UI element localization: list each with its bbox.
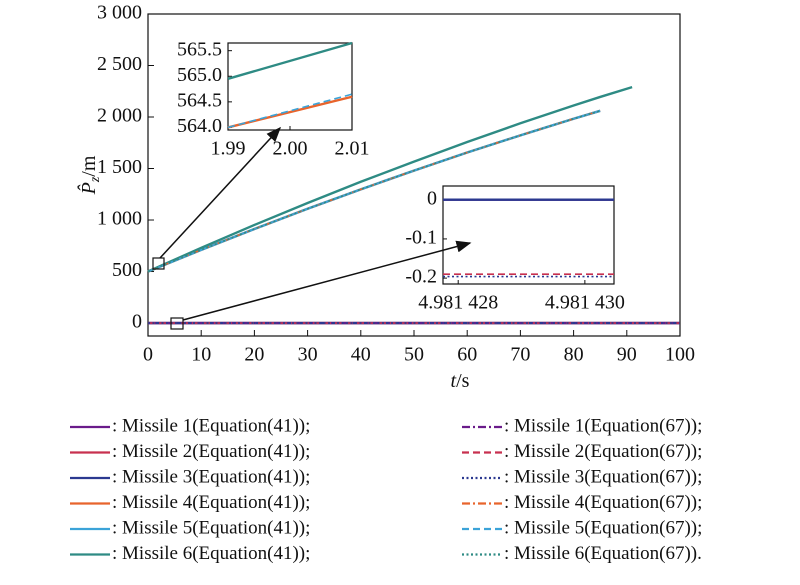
legend-label: : Missile 1(Equation(41)); xyxy=(112,415,310,436)
plot: 4.981 428 4.981 430 0 -0.1 -0.2 xyxy=(405,185,625,314)
legend-label: : Missile 3(Equation(41)); xyxy=(112,466,310,487)
y-tick-label: 3 000 xyxy=(97,2,142,24)
x-tick-label: 80 xyxy=(564,344,584,366)
y-tick-label: 564.0 xyxy=(177,115,222,137)
plot-frame xyxy=(442,185,615,285)
x-tick-label: 1.99 xyxy=(211,138,246,160)
y-tick-label: 2 000 xyxy=(97,105,142,127)
x-tick-label: 90 xyxy=(617,344,637,366)
y-axis-label: P̂z/m xyxy=(76,155,103,195)
x-tick-label: 10 xyxy=(191,344,211,366)
y-tick-label: 0 xyxy=(427,187,437,209)
legend-label: : Missile 5(Equation(41)); xyxy=(112,517,310,538)
legend-label: : Missile 3(Equation(67)); xyxy=(504,466,702,487)
inset-background xyxy=(443,186,614,284)
y-tick-label: 564.5 xyxy=(177,89,222,111)
series-line xyxy=(227,95,353,129)
y-label-unit: /m xyxy=(78,155,100,177)
x-tick-label: 100 xyxy=(665,344,695,366)
series-line xyxy=(227,41,353,80)
x-tick-label: 50 xyxy=(404,344,424,366)
y-tick-label: -0.2 xyxy=(405,266,437,288)
x-tick-label: 70 xyxy=(510,344,530,366)
legend-label: : Missile 2(Equation(67)); xyxy=(504,441,702,462)
x-axis-label: t/s xyxy=(451,370,470,392)
y-tick-label: 500 xyxy=(112,259,142,281)
series-line xyxy=(147,110,601,273)
y-tick-label: -0.1 xyxy=(405,227,437,249)
zoom-box xyxy=(152,257,165,270)
x-tick-label: 0 xyxy=(143,344,153,366)
legend-label: : Missile 4(Equation(67)); xyxy=(504,492,702,513)
x-tick-label: 60 xyxy=(457,344,477,366)
inset-background xyxy=(228,43,352,130)
x-tick-label: 20 xyxy=(244,344,264,366)
x-tick-label: 2.00 xyxy=(273,138,308,160)
plot: 1.99 2.00 2.01 564.0 564.5 565.0 565.5 xyxy=(177,38,370,159)
zoom-arrow xyxy=(182,240,472,321)
legend-label: : Missile 6(Equation(41)); xyxy=(112,543,310,564)
x-label-symbol: t xyxy=(451,370,457,392)
y-tick-label: 565.5 xyxy=(177,38,222,60)
y-tick-label: 2 500 xyxy=(97,53,142,75)
legend-label: : Missile 1(Equation(67)); xyxy=(504,415,702,436)
legend-label: : Missile 2(Equation(41)); xyxy=(112,441,310,462)
zoom-arrow xyxy=(159,126,282,259)
y-tick-label: 565.0 xyxy=(177,64,222,86)
x-tick-label: 30 xyxy=(298,344,318,366)
legend-label: : Missile 5(Equation(67)); xyxy=(504,517,702,538)
series-line xyxy=(147,85,633,273)
legend-label: : Missile 6(Equation(67)). xyxy=(504,543,702,564)
y-label-symbol: P̂ xyxy=(76,182,99,195)
y-tick-label: 1 500 xyxy=(97,156,142,178)
zoom-box xyxy=(170,317,184,330)
x-tick-label: 2.01 xyxy=(335,138,370,160)
y-label-subscript: z xyxy=(88,176,103,183)
y-tick-label: 1 000 xyxy=(97,208,142,230)
x-tick-label: 4.981 430 xyxy=(545,292,625,314)
legend-label: : Missile 4(Equation(41)); xyxy=(112,492,310,513)
x-tick-label: 4.981 428 xyxy=(418,292,498,314)
x-label-unit: /s xyxy=(456,370,470,392)
x-tick-label: 40 xyxy=(351,344,371,366)
y-tick-label: 0 xyxy=(132,311,142,333)
